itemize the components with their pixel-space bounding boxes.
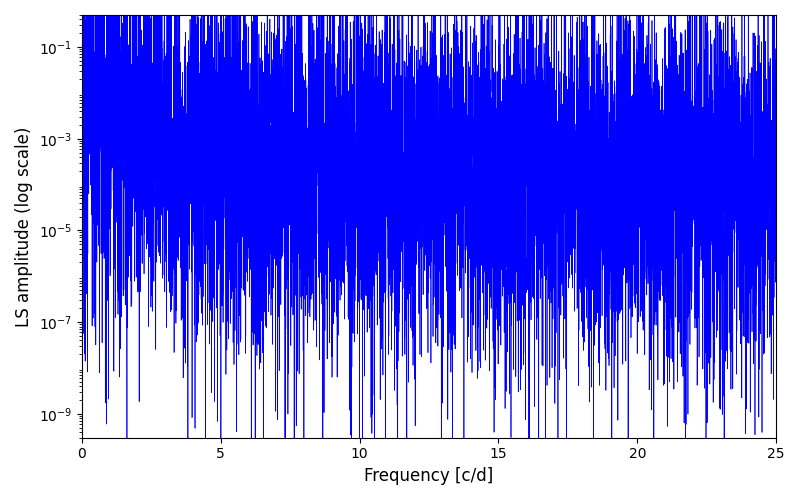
Y-axis label: LS amplitude (log scale): LS amplitude (log scale) (15, 126, 33, 326)
X-axis label: Frequency [c/d]: Frequency [c/d] (364, 467, 494, 485)
